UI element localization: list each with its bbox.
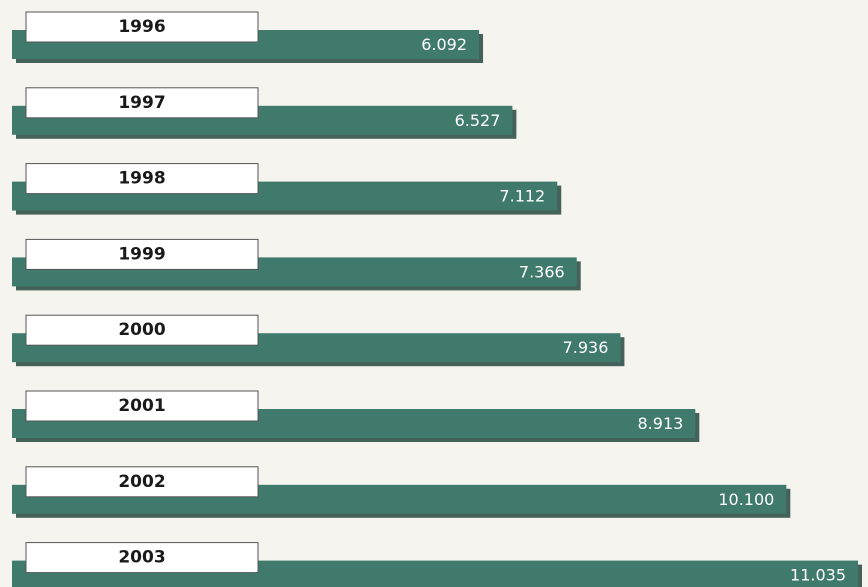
- value-label: 7.112: [499, 187, 545, 206]
- category-label: 2001: [118, 396, 165, 416]
- value-label: 6.092: [421, 35, 467, 54]
- category-label: 1998: [118, 169, 165, 189]
- category-label: 2002: [118, 472, 165, 492]
- category-label: 2000: [118, 320, 165, 340]
- year-box: [25, 238, 259, 270]
- category-label: 1997: [118, 93, 165, 113]
- value-label: 10.100: [718, 490, 774, 509]
- year-box: [25, 390, 259, 422]
- category-label: 1999: [118, 244, 165, 264]
- year-box: [25, 314, 259, 346]
- category-label: 2003: [118, 548, 165, 568]
- value-label: 11.035: [790, 566, 846, 585]
- value-label: 8.913: [638, 414, 684, 433]
- value-label: 7.366: [519, 262, 565, 281]
- value-label: 6.527: [455, 111, 501, 130]
- category-label: 1996: [118, 17, 165, 37]
- value-label: 7.936: [563, 338, 609, 357]
- year-box: [25, 11, 259, 43]
- year-box: [25, 87, 259, 119]
- year-box: [25, 466, 259, 498]
- year-box: [25, 542, 259, 574]
- year-box: [25, 163, 259, 195]
